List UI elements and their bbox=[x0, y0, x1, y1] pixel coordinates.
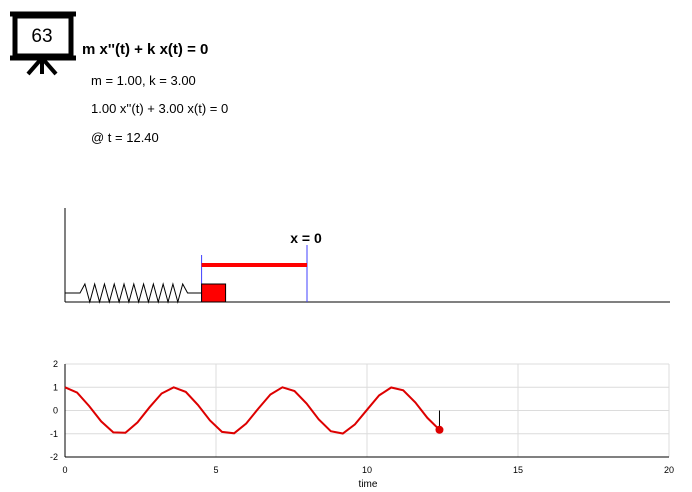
spring bbox=[65, 282, 202, 304]
y-tick-label: 2 bbox=[53, 359, 58, 369]
parameters-line: m = 1.00, k = 3.00 bbox=[91, 73, 196, 88]
displacement-series-line bbox=[64, 386, 441, 435]
x-tick-label: 10 bbox=[362, 465, 372, 475]
y-tick-label: -1 bbox=[50, 429, 58, 439]
presentation-board-icon: 63 bbox=[10, 11, 76, 76]
y-tick-label: 0 bbox=[53, 406, 58, 416]
time-readout: @ t = 12.40 bbox=[91, 130, 159, 145]
slide-number: 63 bbox=[31, 26, 52, 47]
equation-instance-line: 1.00 x''(t) + 3.00 x(t) = 0 bbox=[91, 101, 229, 116]
x-tick-label: 0 bbox=[62, 465, 67, 475]
current-point bbox=[435, 425, 444, 434]
spring-mass-scene: x = 0 bbox=[64, 208, 670, 304]
equilibrium-label: x = 0 bbox=[290, 230, 322, 246]
x-tick-label: 5 bbox=[213, 465, 218, 475]
slide-number-badge: 63 bbox=[8, 10, 78, 76]
x-tick-label: 20 bbox=[664, 465, 674, 475]
x-tick-label: 15 bbox=[513, 465, 523, 475]
equation-title: m x''(t) + k x(t) = 0 bbox=[82, 41, 209, 58]
chart-axes bbox=[64, 364, 669, 458]
y-tick-label: 1 bbox=[53, 382, 58, 392]
mass-block bbox=[201, 283, 227, 303]
x-axis-label: time bbox=[359, 479, 378, 490]
y-tick-label: -2 bbox=[50, 452, 58, 462]
